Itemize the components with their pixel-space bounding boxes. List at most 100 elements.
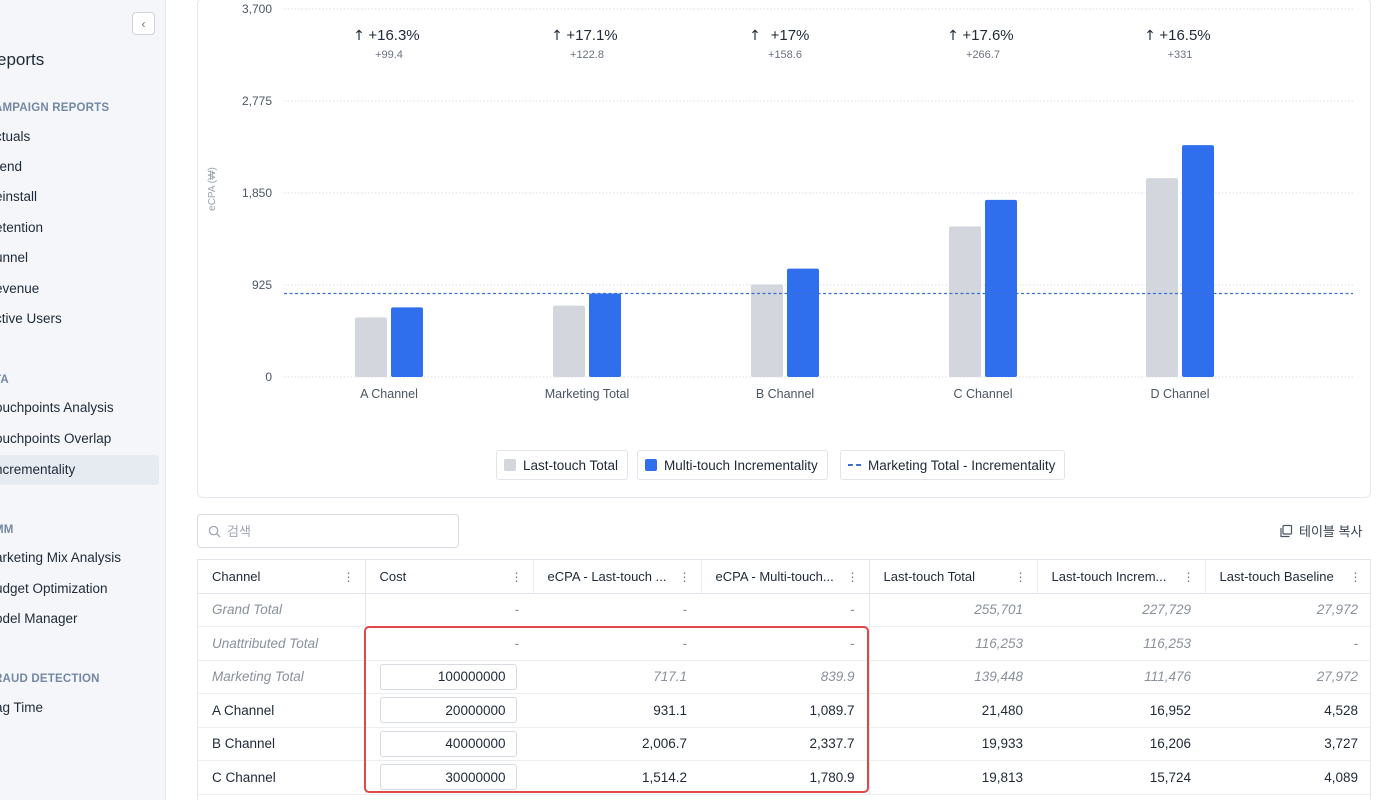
channel-cell: Unattributed Total: [198, 626, 366, 661]
column-header-label: Last-touch Total: [883, 569, 976, 585]
sidebar-item[interactable]: etention: [0, 220, 44, 235]
table-body: Grand Total - - -255,701 227,729 27,972 Unattr…: [198, 593, 1370, 795]
cost-input[interactable]: [379, 697, 517, 724]
column-menu-icon[interactable]: ⋮: [846, 570, 859, 584]
x-tick-label: Marketing Total: [545, 387, 630, 401]
sidebar-item[interactable]: unnel: [0, 250, 29, 265]
last-touch-total-cell: 19,933: [869, 727, 1037, 761]
column-menu-icon[interactable]: ⋮: [1349, 570, 1362, 584]
cost-input[interactable]: [379, 663, 517, 690]
column-header[interactable]: Cost ⋮: [365, 560, 534, 594]
cost-cell: [365, 660, 533, 694]
chevron-left-icon: ‹: [141, 16, 146, 31]
legend-marketing-total-incrementality[interactable]: Marketing Total - Incrementality: [840, 450, 1066, 480]
y-tick-label: 2,775: [242, 94, 272, 108]
arrow-up-icon: ↑: [749, 28, 761, 44]
bar-multi-touch: [391, 307, 423, 377]
x-tick-label: B Channel: [756, 387, 814, 401]
channel-cell: B Channel: [198, 727, 366, 761]
sidebar-item[interactable]: ag Time: [0, 700, 44, 715]
sidebar-item[interactable]: ouchpoints Analysis: [0, 400, 114, 415]
sidebar-item[interactable]: evenue: [0, 281, 40, 296]
column-header[interactable]: Channel ⋮: [198, 560, 366, 594]
cost-cell: [365, 727, 533, 761]
change-percent: +16.5%: [1159, 27, 1210, 44]
last-touch-baseline-cell: 3,727: [1205, 727, 1370, 761]
cost-input[interactable]: [379, 730, 517, 757]
table-row: Marketing Total 717.1839.9139,448111,4762…: [198, 660, 1370, 694]
legend-dash-line: [848, 464, 861, 466]
column-header-label: Last-touch Increm...: [1051, 569, 1167, 585]
cost-cell: [365, 760, 533, 795]
sidebar-item[interactable]: einstall: [0, 189, 38, 204]
column-menu-icon[interactable]: ⋮: [678, 570, 691, 584]
sidebar-item[interactable]: ncrementality: [0, 455, 159, 485]
collapse-sidebar-button[interactable]: ‹: [132, 12, 155, 35]
sidebar-item[interactable]: udget Optimization: [0, 581, 108, 596]
y-tick-label: 0: [265, 370, 272, 384]
sidebar-item[interactable]: arketing Mix Analysis: [0, 550, 122, 565]
ecpa-last-touch-cell: -: [533, 593, 701, 627]
change-percent: +16.3%: [368, 27, 419, 44]
column-menu-icon[interactable]: ⋮: [1014, 570, 1027, 584]
legend-last-touch-total[interactable]: Last-touch Total: [496, 450, 629, 480]
column-header[interactable]: Last-touch Increm... ⋮: [1037, 560, 1206, 594]
search-input[interactable]: [227, 523, 447, 539]
copy-table-label: 테이블 복사: [1299, 524, 1363, 539]
cost-input[interactable]: [379, 764, 517, 791]
search-icon: [208, 525, 221, 538]
legend-multi-touch-incrementality[interactable]: Multi-touch Incrementality: [637, 450, 828, 480]
sidebar-item[interactable]: rend: [0, 159, 23, 174]
bar-last-touch: [553, 305, 585, 377]
ecpa-multi-touch-cell: -: [701, 593, 870, 627]
sidebar-item[interactable]: ctuals: [0, 129, 31, 144]
ecpa-multi-touch-cell: -: [701, 626, 870, 661]
last-touch-incrementality-cell: 227,729: [1037, 593, 1205, 627]
column-menu-icon[interactable]: ⋮: [1182, 570, 1195, 584]
last-touch-incrementality-cell: 116,253: [1037, 626, 1205, 661]
change-delta: +122.8: [570, 49, 604, 61]
bar-multi-touch: [1182, 145, 1214, 377]
sidebar-item[interactable]: ouchpoints Overlap: [0, 431, 112, 446]
sidebar: ‹ eports AMPAIGN REPORTS TA MM RAUD DETECTI…: [0, 0, 166, 800]
column-header[interactable]: Last-touch Baseline ⋮: [1205, 560, 1370, 594]
last-touch-total-cell: 19,813: [869, 760, 1037, 795]
sidebar-item[interactable]: ctive Users: [0, 311, 62, 326]
last-touch-incrementality-cell: 111,476: [1037, 660, 1205, 694]
column-header-label: eCPA - Last-touch ...: [547, 569, 667, 585]
sidebar-section-header: RAUD DETECTION: [0, 673, 100, 685]
sidebar-item[interactable]: odel Manager: [0, 611, 78, 626]
y-axis-label: eCPA (₩): [207, 167, 218, 211]
column-menu-icon[interactable]: ⋮: [342, 570, 355, 584]
x-tick-label: C Channel: [953, 387, 1012, 401]
ecpa-multi-touch-cell: 2,337.7: [701, 727, 870, 761]
channel-cell: Marketing Total: [198, 660, 366, 694]
cost-cell: -: [365, 626, 533, 661]
last-touch-incrementality-cell: 15,724: [1037, 760, 1205, 795]
change-delta: +99.4: [375, 49, 403, 61]
bar-last-touch: [1146, 178, 1178, 377]
last-touch-total-cell: 116,253: [869, 626, 1037, 661]
column-header[interactable]: Last-touch Total ⋮: [869, 560, 1038, 594]
chart-card: 0 925 1,850 2,775 3,700 eCPA (₩) A Channel ↑ +16…: [197, 0, 1371, 498]
column-menu-icon[interactable]: ⋮: [510, 570, 523, 584]
search-box[interactable]: [197, 514, 459, 548]
ecpa-last-touch-cell: -: [533, 626, 701, 661]
column-header[interactable]: eCPA - Last-touch ... ⋮: [533, 560, 702, 594]
sidebar-section-header: AMPAIGN REPORTS: [0, 102, 110, 114]
change-delta: +266.7: [966, 49, 1000, 61]
column-header-label: Last-touch Baseline: [1219, 569, 1334, 585]
legend-swatch-blue: [645, 459, 657, 471]
table-row: Grand Total - - -255,701 227,729 27,972: [198, 593, 1370, 627]
x-tick-label: D Channel: [1150, 387, 1209, 401]
ecpa-multi-touch-cell: 839.9: [701, 660, 870, 694]
copy-table-button[interactable]: 테이블 복사: [1279, 521, 1362, 540]
sidebar-section-header: MM: [0, 524, 14, 536]
change-percent: +17%: [771, 27, 810, 44]
x-tick-label: A Channel: [360, 387, 418, 401]
column-header[interactable]: eCPA - Multi-touch... ⋮: [701, 560, 870, 594]
arrow-up-icon: ↑: [551, 28, 563, 44]
